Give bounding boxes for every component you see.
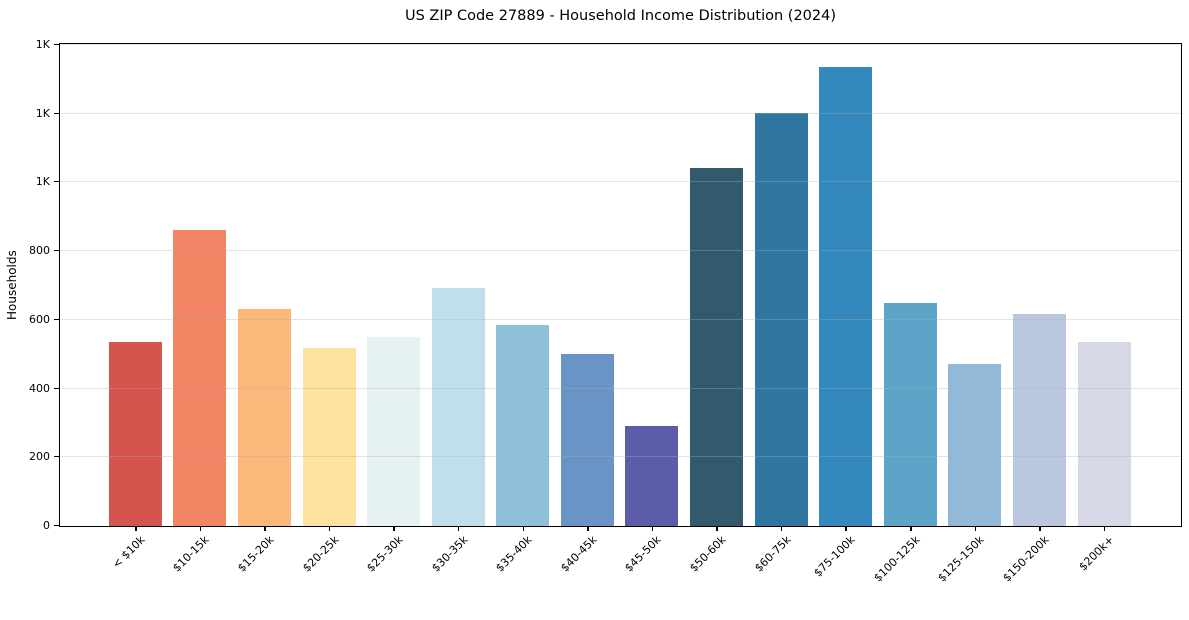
x-tick (135, 527, 137, 531)
x-tick (974, 527, 977, 531)
x-tick (1039, 527, 1041, 531)
y-tick (54, 318, 59, 320)
y-tick-label: 800 (29, 244, 50, 258)
y-tick (54, 181, 59, 183)
bar-$25-30k (367, 336, 421, 526)
x-tick (651, 527, 654, 531)
x-tick (780, 527, 783, 531)
bar-$10-15k (173, 229, 227, 526)
x-tick (587, 527, 589, 531)
y-tick (54, 456, 59, 458)
bar-$15-20k (237, 308, 291, 526)
y-tick (54, 44, 59, 45)
y-tick (54, 112, 59, 114)
bar-$200k+ (1077, 341, 1131, 526)
gridline-y-400 (60, 387, 1181, 389)
gridline-y-1200 (60, 112, 1181, 114)
gridline-y-200 (60, 456, 1181, 458)
bar-$40-45k (560, 353, 614, 526)
x-tick (522, 527, 525, 531)
gridline-y-800 (60, 250, 1181, 252)
bar-$20-25k (302, 348, 356, 526)
y-tick-label: 1K (35, 175, 50, 189)
chart-title: US ZIP Code 27889 - Household Income Dis… (404, 8, 837, 24)
bar-$100-125k (883, 302, 937, 526)
bar-< $10k (108, 342, 162, 526)
bar-$45-50k (625, 425, 679, 526)
bar-$30-35k (431, 287, 485, 526)
y-tick (54, 525, 59, 526)
y-tick-label: 200 (29, 450, 50, 464)
bar-$150-200k (1012, 314, 1066, 526)
gridline-y-1400 (60, 44, 1181, 45)
bar-$35-40k (496, 325, 550, 526)
x-tick (1103, 527, 1106, 531)
x-tick (328, 527, 331, 531)
bar-$60-75k (754, 113, 808, 526)
x-tick (264, 527, 266, 531)
x-tick (716, 527, 718, 531)
x-tick (845, 527, 847, 531)
bar-chart: US ZIP Code 27889 - Household Income Dis… (5, 8, 1182, 584)
gridline-y-1000 (60, 181, 1181, 183)
bar-$75-100k (819, 66, 873, 526)
y-tick-label: 400 (29, 381, 50, 395)
y-tick (54, 250, 59, 252)
plot-area (59, 43, 1182, 527)
y-tick-label: 1K (35, 106, 50, 120)
gridline-y-600 (60, 318, 1181, 320)
x-tick (457, 527, 460, 531)
y-tick-label: 0 (43, 519, 50, 532)
y-tick-label: 600 (29, 312, 50, 326)
x-tick (910, 527, 912, 531)
bar-$125-150k (948, 364, 1002, 526)
x-tick (393, 527, 395, 531)
y-tick (54, 387, 59, 389)
x-tick (199, 527, 202, 531)
y-tick-label: 1K (35, 38, 50, 51)
bar-$50-60k (690, 168, 744, 526)
